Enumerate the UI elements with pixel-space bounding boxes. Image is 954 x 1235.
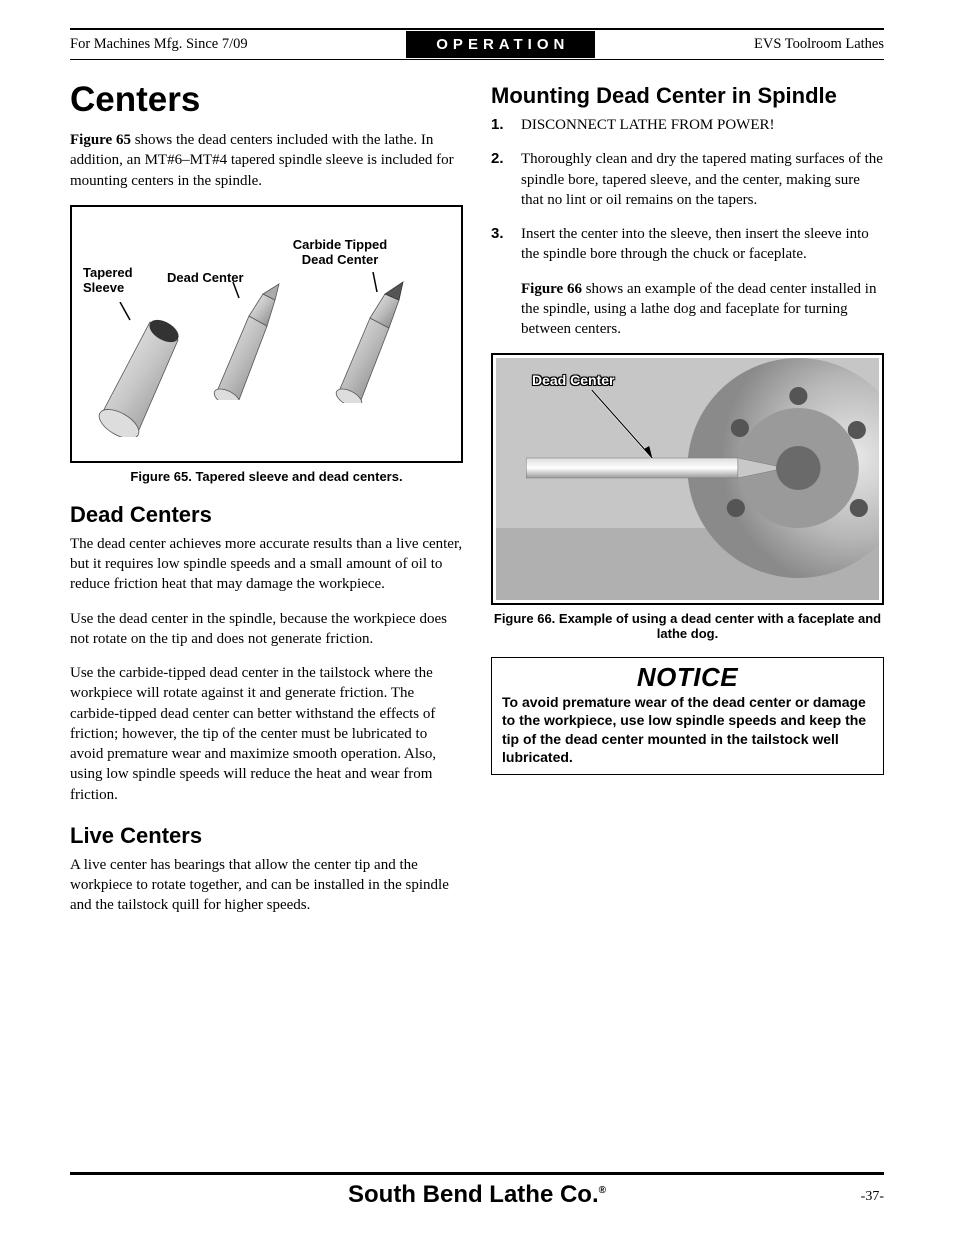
header-center-badge: OPERATION	[406, 31, 595, 58]
live-centers-heading: Live Centers	[70, 823, 463, 849]
page-number: -37-	[861, 1189, 884, 1205]
step-2: 2. Thoroughly clean and dry the tapered …	[491, 149, 884, 210]
dc-para-1: The dead center achieves more accurate r…	[70, 534, 463, 595]
figure-65-diagram: TaperedSleeve Dead Center Carbide Tipped…	[75, 210, 458, 458]
step-3-p2: Figure 66 shows an example of the dead c…	[521, 279, 884, 340]
step-1-body: DISCONNECT LATHE FROM POWER!	[521, 115, 774, 135]
right-column: Mounting Dead Center in Spindle 1. DISCO…	[491, 80, 884, 930]
step-2-body: Thoroughly clean and dry the tapered mat…	[521, 149, 884, 210]
dc-para-3: Use the carbide-tipped dead center in th…	[70, 663, 463, 805]
header-left-text: For Machines Mfg. Since 7/09	[70, 36, 248, 53]
step-2-num: 2.	[491, 149, 521, 210]
notice-body: To avoid premature wear of the dead cent…	[502, 693, 873, 766]
figure-65-box: TaperedSleeve Dead Center Carbide Tipped…	[70, 205, 463, 463]
figure-66-box: Dead Center	[491, 353, 884, 605]
step-3: 3. Insert the center into the sleeve, th…	[491, 224, 884, 339]
footer-rule	[70, 1172, 884, 1175]
notice-title: NOTICE	[502, 662, 873, 693]
steps-list: 1. DISCONNECT LATHE FROM POWER! 2. Thoro…	[491, 115, 884, 339]
figure-66-svg	[496, 358, 879, 600]
label-carbide-tipped: Carbide TippedDead Center	[275, 238, 405, 268]
dead-center-icon	[195, 270, 325, 400]
dc-para-2: Use the dead center in the spindle, beca…	[70, 609, 463, 650]
step-3-p1: Insert the center into the sleeve, then …	[521, 224, 884, 265]
intro-para: Figure 65 shows the dead centers include…	[70, 130, 463, 191]
figure-66-photo: Dead Center	[496, 358, 879, 600]
figure-65-caption: Figure 65. Tapered sleeve and dead cente…	[70, 469, 463, 484]
figure-66-label: Dead Center	[532, 372, 614, 388]
page-header: For Machines Mfg. Since 7/09 OPERATION E…	[70, 28, 884, 60]
figure-66-caption: Figure 66. Example of using a dead cente…	[491, 611, 884, 641]
main-title: Centers	[70, 80, 463, 120]
footer-logo: South Bend Lathe Co.®	[0, 1181, 954, 1209]
dead-centers-heading: Dead Centers	[70, 502, 463, 528]
left-column: Centers Figure 65 shows the dead centers…	[70, 80, 463, 930]
step-3-num: 3.	[491, 224, 521, 339]
label-tapered-sleeve: TaperedSleeve	[83, 266, 133, 296]
step-1: 1. DISCONNECT LATHE FROM POWER!	[491, 115, 884, 135]
mounting-heading: Mounting Dead Center in Spindle	[491, 83, 884, 109]
step-3-body: Insert the center into the sleeve, then …	[521, 224, 884, 339]
header-right-text: EVS Toolroom Lathes	[754, 36, 884, 53]
step-1-num: 1.	[491, 115, 521, 135]
footer-logo-text: South Bend Lathe Co.	[348, 1181, 599, 1208]
notice-box: NOTICE To avoid premature wear of the de…	[491, 657, 884, 775]
lc-para-1: A live center has bearings that allow th…	[70, 855, 463, 916]
carbide-center-icon	[315, 268, 450, 403]
